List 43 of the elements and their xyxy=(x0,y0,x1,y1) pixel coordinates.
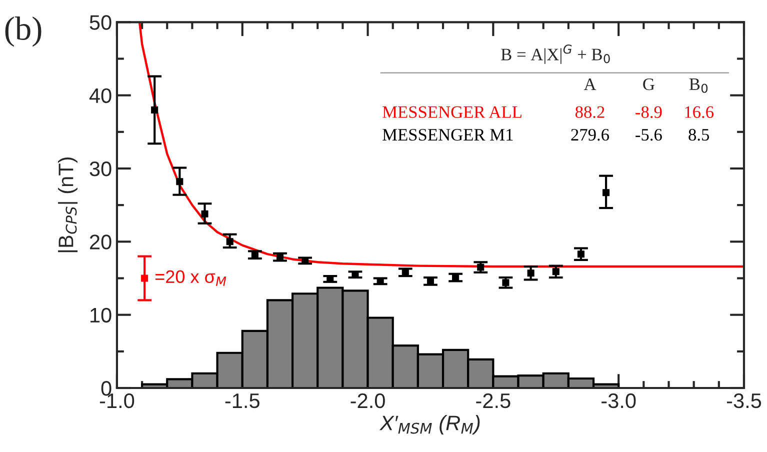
point xyxy=(426,278,434,285)
x-axis-title: X′$_{MSM}$ (R$_{M}$) xyxy=(379,415,480,434)
annotation: 8.5 xyxy=(688,128,710,141)
annotation: MESSENGER ALL xyxy=(382,106,522,118)
y-tick-label: 10 xyxy=(90,308,112,323)
point xyxy=(276,254,284,261)
x-tick-label: -3.5 xyxy=(726,393,762,408)
annotation: 88.2 xyxy=(575,106,604,118)
y-tick-label: 40 xyxy=(89,88,112,104)
annotation: -5.6 xyxy=(636,128,662,141)
y-tick-label: 20 xyxy=(90,234,112,250)
annotation: G xyxy=(643,78,654,90)
point xyxy=(226,238,234,246)
point xyxy=(602,189,610,196)
x-tick-label: -2.0 xyxy=(350,393,385,408)
point xyxy=(552,268,560,276)
point xyxy=(176,178,184,186)
point xyxy=(577,250,584,258)
y-axis-title: |B$_{CPS}$| (nT) xyxy=(58,158,78,252)
point xyxy=(151,106,158,114)
point xyxy=(452,274,460,282)
series-label: =20 x σ$_{M}$ xyxy=(155,270,226,286)
point xyxy=(251,251,258,258)
text: (b) xyxy=(5,16,42,47)
y-tick-label: 50 xyxy=(90,15,112,30)
annotation: MESSENGER M1 xyxy=(382,128,513,141)
annotation: B = A|X|$^{G}$ + B$_{0}$ xyxy=(501,44,610,64)
y-tick-label: 30 xyxy=(90,161,112,176)
point xyxy=(201,210,208,218)
point xyxy=(141,274,148,282)
x-tick-label: -1.5 xyxy=(225,394,260,408)
x-tick-label: -2.5 xyxy=(476,393,510,408)
point xyxy=(527,270,534,277)
annotation: A xyxy=(584,78,596,90)
x-tick-label: -3.0 xyxy=(602,393,636,408)
annotation: 16.6 xyxy=(685,106,714,118)
point xyxy=(502,279,510,286)
point xyxy=(402,268,409,276)
annotation: 279.6 xyxy=(571,128,610,141)
line-series xyxy=(138,22,744,268)
point xyxy=(477,264,484,271)
annotation: -8.9 xyxy=(636,106,662,118)
annotation: B$_{0}$ xyxy=(689,78,708,93)
